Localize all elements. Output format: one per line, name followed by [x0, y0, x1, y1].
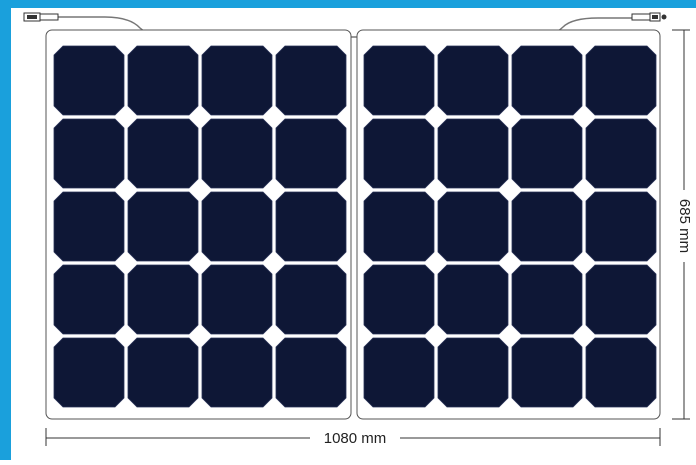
solar-left-cell	[127, 191, 199, 262]
solar-left-cell	[275, 118, 347, 189]
solar-left-cell	[53, 118, 125, 189]
height-dimension: 685 mm	[672, 29, 693, 420]
solar-left-cell	[201, 118, 273, 189]
solar-left-cell	[127, 337, 199, 408]
solar-left-cell	[275, 45, 347, 116]
solar-right-cell	[437, 191, 509, 262]
solar-right-cell	[585, 264, 657, 335]
solar-left-cell	[127, 264, 199, 335]
height-label: 685 mm	[676, 199, 693, 253]
solar-right-cell	[363, 118, 435, 189]
solar-left-cell	[53, 337, 125, 408]
solar-right-cell	[511, 45, 583, 116]
solar-right-cell	[437, 45, 509, 116]
solar-right-cell	[585, 45, 657, 116]
solar-left-cell	[127, 45, 199, 116]
solar-right-cell	[511, 191, 583, 262]
solar-right-cell	[585, 337, 657, 408]
solar-right-cell	[437, 118, 509, 189]
cell-grid-left	[53, 45, 347, 408]
frame-accent-left	[0, 0, 11, 460]
solar-right-cell	[511, 264, 583, 335]
mc4-connector-left-icon	[23, 12, 59, 22]
solar-left-cell	[201, 264, 273, 335]
solar-right-cell	[437, 264, 509, 335]
solar-left-cell	[275, 264, 347, 335]
solar-left-cell	[127, 118, 199, 189]
width-dimension: 1080 mm	[45, 428, 661, 447]
width-label: 1080 mm	[324, 430, 387, 447]
solar-left-cell	[201, 45, 273, 116]
solar-left-cell	[201, 337, 273, 408]
solar-right-cell	[363, 264, 435, 335]
solar-left-cell	[275, 191, 347, 262]
solar-left-cell	[53, 45, 125, 116]
solar-right-cell	[511, 337, 583, 408]
solar-right-cell	[363, 191, 435, 262]
solar-right-cell	[585, 191, 657, 262]
frame-accent-top	[0, 0, 696, 8]
solar-right-cell	[363, 45, 435, 116]
solar-right-cell	[585, 118, 657, 189]
solar-left-cell	[53, 191, 125, 262]
mc4-connector-right-icon	[631, 12, 667, 22]
solar-left-cell	[275, 337, 347, 408]
cell-grid-right	[363, 45, 657, 408]
solar-right-cell	[511, 118, 583, 189]
solar-right-cell	[437, 337, 509, 408]
solar-right-cell	[363, 337, 435, 408]
solar-left-cell	[53, 264, 125, 335]
solar-left-cell	[201, 191, 273, 262]
